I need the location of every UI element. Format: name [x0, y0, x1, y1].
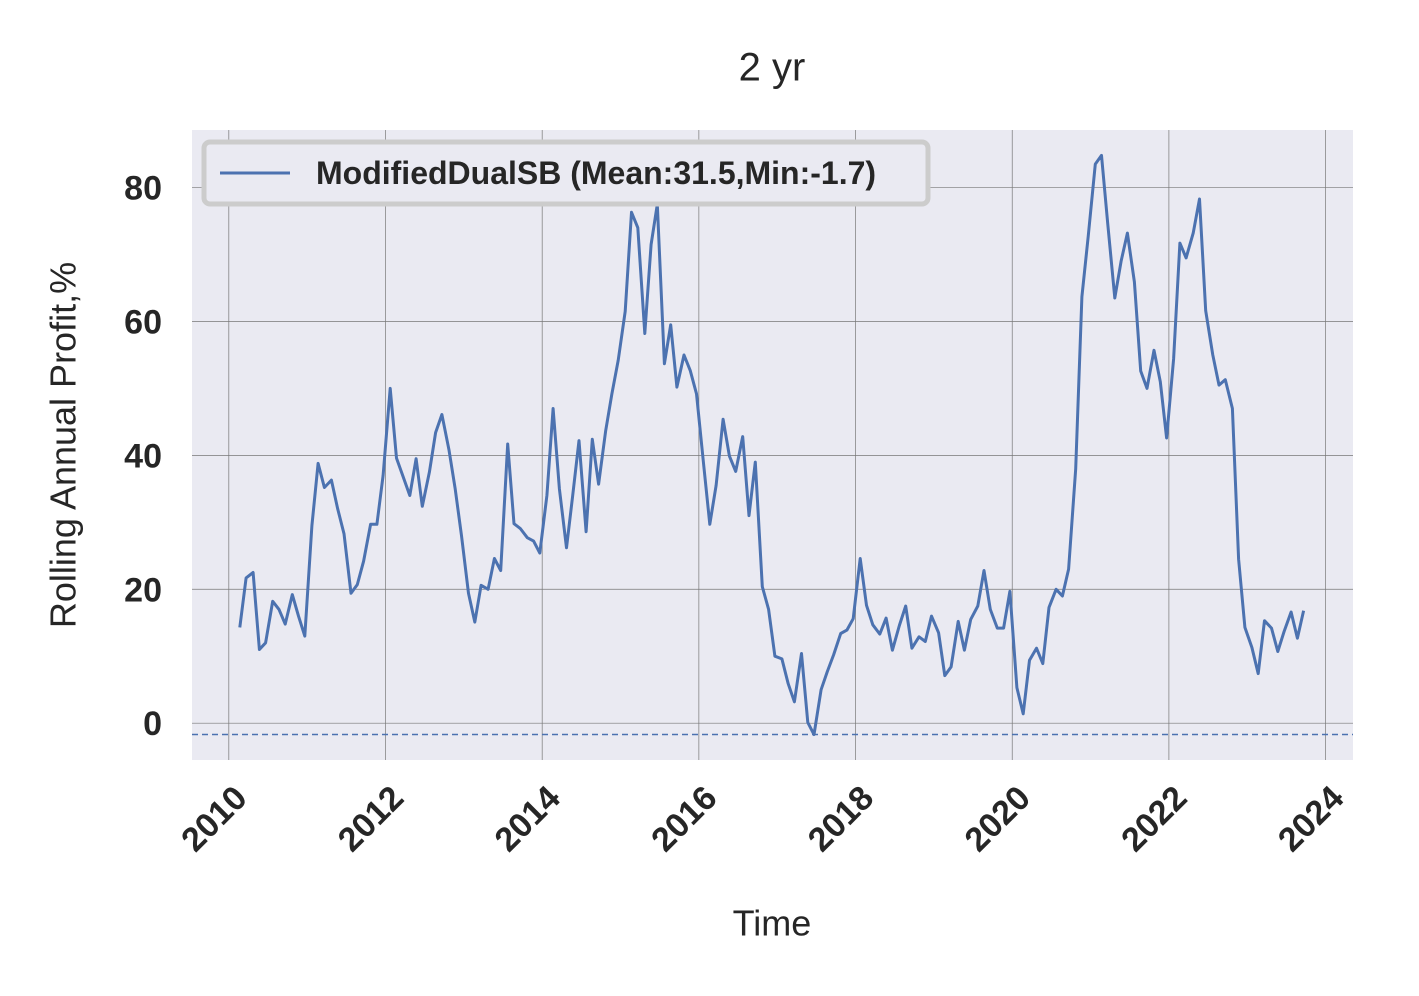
x-tick-label: 2020 — [958, 779, 1038, 859]
y-tick-label: 60 — [124, 303, 162, 341]
data-line — [238, 153, 1306, 737]
y-axis-label: Rolling Annual Profit,% — [43, 262, 84, 628]
legend-label: ModifiedDualSB (Mean:31.5,Min:-1.7) — [316, 155, 876, 191]
y-tick-label: 20 — [124, 571, 162, 609]
legend-box — [201, 139, 931, 207]
y-tick-label: 0 — [143, 705, 162, 743]
chart-title: 2 yr — [739, 46, 806, 90]
x-tick-label: 2016 — [644, 779, 724, 859]
y-tick-label: 80 — [124, 170, 162, 208]
x-tick-label: 2012 — [331, 779, 411, 859]
x-tick-label: 2010 — [174, 779, 254, 859]
x-tick-label: 2024 — [1271, 779, 1351, 859]
x-tick-label: 2014 — [487, 779, 567, 859]
x-axis-label: Time — [733, 903, 812, 944]
y-tick-label: 40 — [124, 437, 162, 475]
x-tick-label: 2022 — [1114, 779, 1194, 859]
x-tick-label: 2018 — [801, 779, 881, 859]
plot-area — [192, 130, 1353, 760]
